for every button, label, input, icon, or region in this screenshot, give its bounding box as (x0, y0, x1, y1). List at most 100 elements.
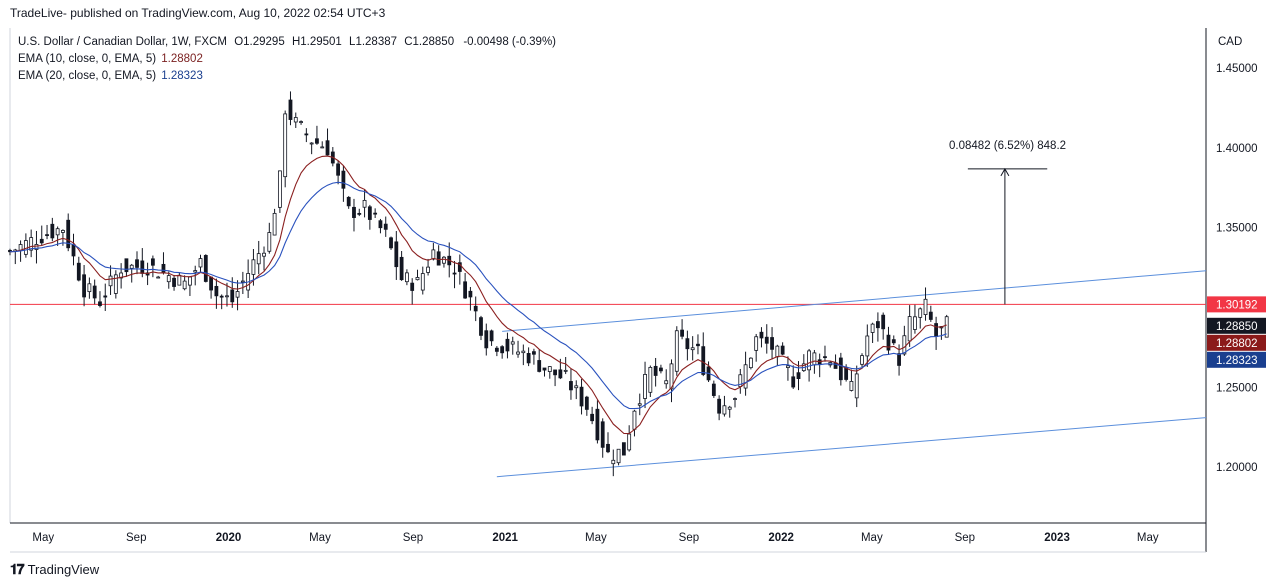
candle-body (669, 363, 674, 390)
x-tick-label: May (309, 532, 331, 544)
candle-body (648, 366, 653, 393)
footer-brand[interactable]: 𝟏𝟕 TradingView (10, 561, 99, 578)
candle-body (119, 272, 124, 279)
ema10-row[interactable]: EMA (10, close, 0, EMA, 5) 1.28802 (18, 51, 556, 68)
candle-body (579, 386, 584, 407)
candle-body (796, 372, 801, 379)
y-tick-label: 1.45000 (1216, 63, 1258, 75)
ema20-label: EMA (20, close, 0, EMA, 5) (18, 70, 157, 82)
close-label: C (404, 36, 413, 48)
candle-body (748, 357, 753, 369)
candle-body (616, 448, 621, 464)
y-tick-label: 1.25000 (1216, 382, 1258, 394)
candle-body (87, 283, 92, 293)
candle-body (722, 405, 727, 415)
candle-body (664, 380, 669, 385)
candle-body (505, 338, 510, 352)
candle-body (510, 341, 515, 345)
symbol-name[interactable]: U.S. Dollar / Canadian Dollar, 1W, FXCM (18, 36, 227, 48)
candle-body (367, 206, 372, 220)
candle-body (209, 276, 213, 291)
candle-body (606, 443, 610, 453)
candle-body (277, 170, 282, 208)
candle-body (272, 212, 277, 236)
x-tick-label: 2023 (1044, 532, 1070, 544)
candle-body (436, 251, 441, 266)
candle-body (944, 316, 949, 338)
candle-body (61, 230, 65, 233)
candle-body (584, 396, 589, 410)
candle-body (537, 360, 542, 372)
ema20-row[interactable]: EMA (20, close, 0, EMA, 5) 1.28323 (18, 68, 556, 85)
price-tag-label: 1.28850 (1216, 321, 1258, 333)
candle-body (124, 258, 129, 273)
candle-body (690, 347, 695, 351)
candle-body (595, 408, 600, 441)
price-tag (1207, 296, 1266, 313)
candle-body (494, 347, 499, 352)
candle-body (293, 117, 298, 123)
price-tag (1207, 317, 1266, 334)
candle-body (442, 256, 446, 264)
drawings[interactable]: 0.08482 (6.52%) 848.2 (10, 140, 1207, 478)
candle-body (770, 337, 774, 350)
chart-axes: CAD 1.20000 1.25000 1.35000 1.40000 1.45000 Ma… (9, 28, 1258, 553)
candle-body (452, 272, 457, 275)
x-tick-label: 2022 (768, 532, 794, 544)
candle-body (484, 330, 489, 349)
candle-body (92, 285, 97, 299)
candle-body (701, 346, 706, 375)
candle-body (352, 206, 356, 218)
candle-body (823, 356, 827, 359)
candle-body (733, 398, 737, 400)
candle-body (632, 410, 637, 430)
candle-body (659, 367, 663, 372)
candle-body (685, 338, 690, 350)
candle-body (637, 403, 642, 406)
candle-body (172, 277, 176, 287)
candle-body (553, 369, 557, 376)
candle-body (780, 345, 785, 355)
ema10-value: 1.28802 (161, 53, 203, 65)
candle-body (473, 305, 478, 312)
candle-body (870, 323, 875, 333)
ema-lines (9, 155, 947, 435)
candle-body (934, 323, 939, 337)
price-tag-label: 1.28323 (1216, 355, 1258, 367)
candle-body (39, 238, 44, 244)
candle-body (696, 343, 700, 347)
price-tag (1207, 351, 1266, 368)
candle-body (362, 199, 367, 208)
candle-body (394, 241, 399, 268)
candle-body (288, 99, 293, 120)
candles (8, 91, 949, 477)
candle-body (346, 196, 351, 207)
candle-body (500, 346, 505, 354)
candle-body (140, 260, 145, 274)
ema10-label: EMA (10, close, 0, EMA, 5) (18, 53, 157, 65)
candle-body (902, 335, 907, 355)
candle-body (166, 275, 171, 283)
candle-body (357, 212, 362, 215)
candle-body (743, 364, 748, 389)
measure-arrow-icon (1000, 167, 1010, 177)
candle-body (838, 357, 843, 381)
ema20-line (9, 181, 947, 410)
candle-body (182, 280, 187, 290)
candle-body (542, 367, 547, 371)
price-tag-label: 1.28802 (1216, 338, 1258, 350)
candle-body (251, 259, 256, 275)
candle-body (177, 274, 182, 286)
candle-body (907, 316, 912, 342)
candle-body (399, 256, 404, 281)
candle-body (775, 345, 780, 358)
candle-body (378, 220, 383, 229)
candle-body (410, 282, 415, 291)
candle-body (786, 365, 790, 368)
candle-body (563, 369, 568, 372)
candle-body (891, 339, 896, 344)
candle-body (923, 298, 928, 316)
measure-label: 0.08482 (6.52%) 848.2 (949, 140, 1066, 152)
candle-body (860, 355, 864, 365)
